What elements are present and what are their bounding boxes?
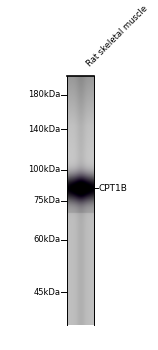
Text: 100kDa: 100kDa	[28, 165, 60, 174]
Text: 45kDa: 45kDa	[33, 288, 60, 297]
Text: CPT1B: CPT1B	[99, 184, 128, 193]
Text: 140kDa: 140kDa	[28, 125, 60, 134]
Text: 60kDa: 60kDa	[33, 235, 60, 244]
Text: Rat skeletal muscle: Rat skeletal muscle	[85, 4, 150, 68]
Text: 75kDa: 75kDa	[33, 196, 60, 205]
Text: 180kDa: 180kDa	[28, 90, 60, 99]
